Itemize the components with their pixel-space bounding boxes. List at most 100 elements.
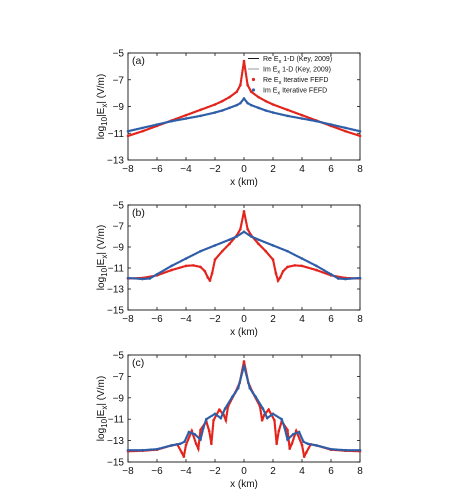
legend-label-part: x — [277, 91, 280, 97]
series-line-im — [126, 365, 362, 452]
x-tick-label: −6 — [151, 314, 163, 325]
data-point-im — [315, 119, 318, 123]
data-point-re — [194, 442, 198, 446]
data-point-re — [213, 103, 217, 106]
x-tick-label: 8 — [357, 466, 363, 477]
y-axis-label: log10|Ex| (V/m) — [96, 74, 109, 139]
legend-label-part: Im E — [263, 88, 278, 95]
y-axis-label: log10|Ex| (V/m) — [96, 225, 109, 290]
data-point-re — [218, 408, 221, 411]
data-point-im — [302, 440, 305, 443]
x-tick-label: −6 — [151, 466, 163, 477]
y-axis-label-part: |E — [96, 409, 107, 419]
data-point-im — [358, 448, 362, 452]
data-point-im — [297, 430, 301, 434]
data-point-im — [306, 442, 310, 446]
data-point-im — [205, 417, 208, 421]
x-tick-label: 0 — [241, 466, 247, 477]
x-tick-label: 8 — [357, 164, 363, 175]
data-point-re — [264, 99, 268, 103]
x-tick-label: 6 — [328, 314, 334, 325]
series-line-re — [126, 361, 362, 461]
data-point-im — [184, 117, 188, 120]
data-point-im — [315, 444, 318, 447]
y-tick-label: −7 — [113, 75, 125, 86]
data-point-re — [271, 103, 275, 106]
data-point-re — [249, 90, 253, 94]
data-point-re — [239, 83, 242, 87]
x-tick-label: −8 — [122, 164, 134, 175]
y-axis-label-part: log — [96, 428, 107, 441]
data-point-im — [126, 276, 130, 280]
y-tick-label: −9 — [113, 393, 125, 404]
data-point-im — [315, 264, 318, 268]
y-tick-label: −7 — [113, 372, 125, 383]
data-point-re — [199, 108, 202, 112]
data-point-re — [228, 95, 231, 99]
x-tick-label: 4 — [299, 164, 305, 175]
data-point-re — [203, 269, 207, 273]
data-point-im — [286, 438, 289, 441]
data-point-im — [329, 273, 333, 276]
x-tick-label: −4 — [180, 314, 192, 325]
x-tick-label: 2 — [270, 466, 276, 477]
data-point-re — [286, 108, 289, 112]
x-tick-label: 6 — [328, 164, 334, 175]
y-tick-label: −13 — [107, 156, 124, 167]
data-point-re — [286, 265, 289, 269]
data-point-re — [302, 455, 306, 458]
x-tick-label: 0 — [241, 314, 247, 325]
data-point-re — [210, 442, 213, 446]
data-point-im — [271, 111, 275, 114]
data-point-re — [180, 451, 183, 454]
y-axis-label-part: log — [96, 126, 107, 139]
legend-label-part: x — [279, 80, 282, 86]
series-ref-line-im — [128, 365, 360, 451]
data-point-im — [261, 407, 265, 410]
x-tick-label: −4 — [180, 466, 192, 477]
data-point-im — [228, 106, 231, 110]
data-point-re — [220, 249, 224, 253]
data-point-im — [126, 448, 130, 452]
data-point-im — [213, 111, 217, 114]
data-point-re — [293, 264, 297, 267]
data-point-im — [300, 257, 304, 260]
x-tick-label: 8 — [357, 314, 363, 325]
legend-label-part: x — [277, 70, 280, 76]
legend-label-part: Iterative FEFD — [280, 88, 327, 95]
data-point-re — [208, 279, 212, 282]
data-point-re — [358, 134, 362, 138]
data-point-im — [170, 264, 173, 268]
data-point-im — [249, 235, 253, 238]
y-tick-label: −7 — [113, 222, 125, 233]
data-point-im — [223, 407, 227, 410]
panels: −8 −6 −4 −2 0 2 4 6 8−5−7−9−11−13x (km)log10|Ex|… — [96, 49, 363, 491]
legend-swatch — [251, 88, 256, 92]
data-point-im — [141, 126, 144, 130]
data-point-im — [254, 395, 257, 399]
data-point-re — [199, 265, 202, 269]
panel-label: (b) — [132, 207, 145, 219]
x-tick-label: −8 — [122, 314, 134, 325]
legend-entry: Re Ex Iterative FEFD — [251, 77, 328, 86]
data-point-re — [212, 418, 215, 422]
data-point-im — [199, 438, 202, 441]
y-axis-label-part: | (V/m) — [96, 74, 107, 104]
data-point-re — [246, 83, 249, 87]
data-point-re — [206, 276, 210, 279]
data-point-re — [281, 269, 285, 273]
legend-entry: Re Ex 1-D (Key, 2009) — [248, 56, 332, 65]
data-point-re — [141, 129, 144, 133]
y-tick-label: −11 — [108, 264, 125, 275]
data-point-re — [277, 429, 281, 433]
data-point-im — [235, 103, 239, 107]
x-tick-label: 6 — [328, 466, 334, 477]
x-axis-label: x (km) — [230, 327, 258, 338]
y-axis-label-part: 10 — [100, 116, 109, 125]
data-point-re — [271, 258, 275, 261]
x-tick-label: −4 — [180, 164, 192, 175]
x-tick-label: −8 — [122, 466, 134, 477]
legend-label-part: 1-D (Key, 2009) — [280, 67, 331, 74]
data-point-re — [260, 418, 264, 422]
